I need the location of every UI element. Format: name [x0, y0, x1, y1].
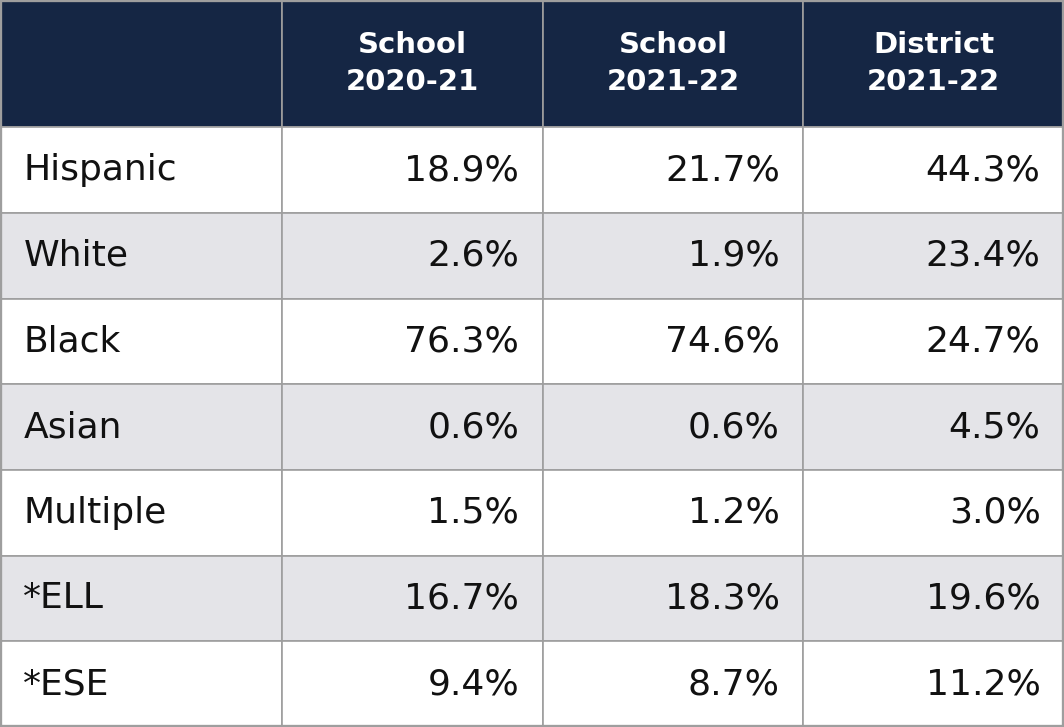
Text: 8.7%: 8.7%	[688, 667, 780, 701]
Bar	[282, 213, 543, 299]
Text: 1.5%: 1.5%	[428, 496, 519, 530]
Bar	[0, 555, 282, 641]
Text: Hispanic: Hispanic	[23, 153, 177, 187]
Bar	[543, 0, 803, 127]
Bar	[803, 299, 1064, 385]
Text: District
2021-22: District 2021-22	[867, 31, 1000, 96]
Text: 74.6%: 74.6%	[665, 324, 780, 358]
Bar	[0, 641, 282, 727]
Text: 19.6%: 19.6%	[926, 582, 1041, 616]
Text: School
2021-22: School 2021-22	[606, 31, 739, 96]
Text: 16.7%: 16.7%	[404, 582, 519, 616]
Text: 1.9%: 1.9%	[688, 238, 780, 273]
Bar	[0, 470, 282, 555]
Text: 1.2%: 1.2%	[688, 496, 780, 530]
Bar	[803, 385, 1064, 470]
Text: Multiple: Multiple	[23, 496, 167, 530]
Bar	[543, 470, 803, 555]
Text: 21.7%: 21.7%	[665, 153, 780, 187]
Bar	[543, 299, 803, 385]
Bar	[803, 470, 1064, 555]
Text: 18.3%: 18.3%	[665, 582, 780, 616]
Text: *ELL: *ELL	[23, 582, 104, 616]
Text: 4.5%: 4.5%	[949, 410, 1041, 444]
Bar	[282, 470, 543, 555]
Bar	[282, 299, 543, 385]
Bar	[282, 127, 543, 213]
Text: 11.2%: 11.2%	[926, 667, 1041, 701]
Bar	[0, 127, 282, 213]
Text: 0.6%: 0.6%	[428, 410, 519, 444]
Text: School
2020-21: School 2020-21	[346, 31, 479, 96]
Bar	[0, 385, 282, 470]
Bar	[803, 641, 1064, 727]
Text: White: White	[23, 238, 129, 273]
Bar	[0, 299, 282, 385]
Text: 24.7%: 24.7%	[926, 324, 1041, 358]
Bar	[0, 0, 282, 127]
Bar	[803, 213, 1064, 299]
Text: *ESE: *ESE	[23, 667, 110, 701]
Text: 44.3%: 44.3%	[926, 153, 1041, 187]
Text: 2.6%: 2.6%	[428, 238, 519, 273]
Bar	[543, 385, 803, 470]
Bar	[543, 555, 803, 641]
Text: Black: Black	[23, 324, 121, 358]
Text: 0.6%: 0.6%	[688, 410, 780, 444]
Bar	[803, 555, 1064, 641]
Text: 3.0%: 3.0%	[949, 496, 1041, 530]
Text: 76.3%: 76.3%	[404, 324, 519, 358]
Text: 9.4%: 9.4%	[428, 667, 519, 701]
Text: 23.4%: 23.4%	[926, 238, 1041, 273]
Text: 18.9%: 18.9%	[404, 153, 519, 187]
Text: Asian: Asian	[23, 410, 122, 444]
Bar	[543, 127, 803, 213]
Bar	[543, 641, 803, 727]
Bar	[803, 0, 1064, 127]
Bar	[282, 385, 543, 470]
Bar	[803, 127, 1064, 213]
Bar	[282, 641, 543, 727]
Bar	[543, 213, 803, 299]
Bar	[0, 213, 282, 299]
Bar	[282, 0, 543, 127]
Bar	[282, 555, 543, 641]
